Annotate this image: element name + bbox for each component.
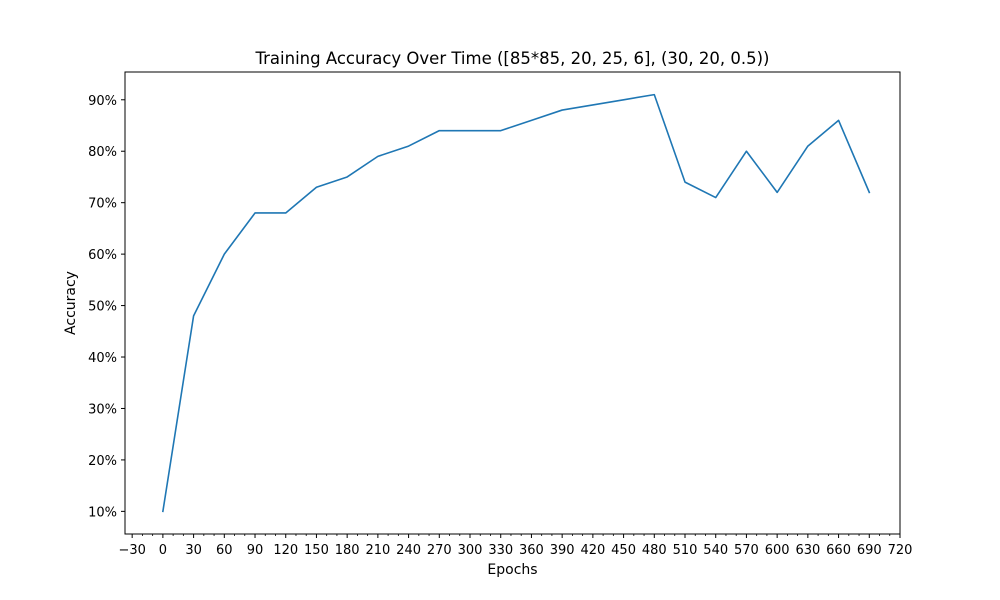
x-tick-label: 300 (458, 543, 483, 558)
plot-area (161, 93, 871, 513)
x-tick-label: 720 (888, 543, 913, 558)
y-tick-label: 60% (88, 248, 117, 263)
x-tick-label: 240 (396, 543, 421, 558)
x-tick-label: 30 (185, 543, 202, 558)
x-tick-label: 420 (580, 543, 605, 558)
accuracy-series-line (161, 93, 871, 513)
x-tick-label: 630 (795, 543, 820, 558)
y-tick-label: 20% (88, 454, 117, 469)
y-axis-ticks: 10% 20% 30% 40% 50% 60% 70% 80% 90% (88, 94, 125, 520)
y-tick-label: 10% (88, 505, 117, 520)
x-tick-label: 210 (365, 543, 390, 558)
x-tick-label: 90 (247, 543, 264, 558)
x-tick-label: 360 (519, 543, 544, 558)
x-tick-label: 600 (765, 543, 790, 558)
y-tick-label: 90% (88, 94, 117, 109)
x-tick-label: 180 (335, 543, 360, 558)
x-tick-label: 690 (857, 543, 882, 558)
x-tick-label: 540 (703, 543, 728, 558)
x-tick-label: 330 (488, 543, 513, 558)
x-axis-label: Epochs (487, 562, 537, 578)
x-tick-label: 150 (304, 543, 329, 558)
x-tick-label: 390 (550, 543, 575, 558)
x-tick-label: 480 (642, 543, 667, 558)
y-tick-label: 80% (88, 145, 117, 160)
x-tick-label: 0 (159, 543, 167, 558)
x-tick-label: −30 (118, 543, 145, 558)
x-tick-label: 60 (216, 543, 233, 558)
x-tick-label: 510 (673, 543, 698, 558)
x-tick-label: 270 (427, 543, 452, 558)
x-tick-label: 660 (826, 543, 851, 558)
x-tick-label: 120 (273, 543, 298, 558)
y-axis-label: Accuracy (63, 271, 79, 335)
y-tick-label: 50% (88, 300, 117, 315)
chart-title: Training Accuracy Over Time ([85*85, 20,… (254, 49, 769, 68)
y-tick-label: 40% (88, 351, 117, 366)
y-tick-label: 30% (88, 402, 117, 417)
x-tick-label: 570 (734, 543, 759, 558)
x-axis-ticks: −30 0 30 60 90 120 150 180 210 240 270 300 330 360 390… (118, 534, 912, 558)
x-tick-label: 450 (611, 543, 636, 558)
y-tick-label: 70% (88, 197, 117, 212)
axes-frame (124, 71, 901, 535)
